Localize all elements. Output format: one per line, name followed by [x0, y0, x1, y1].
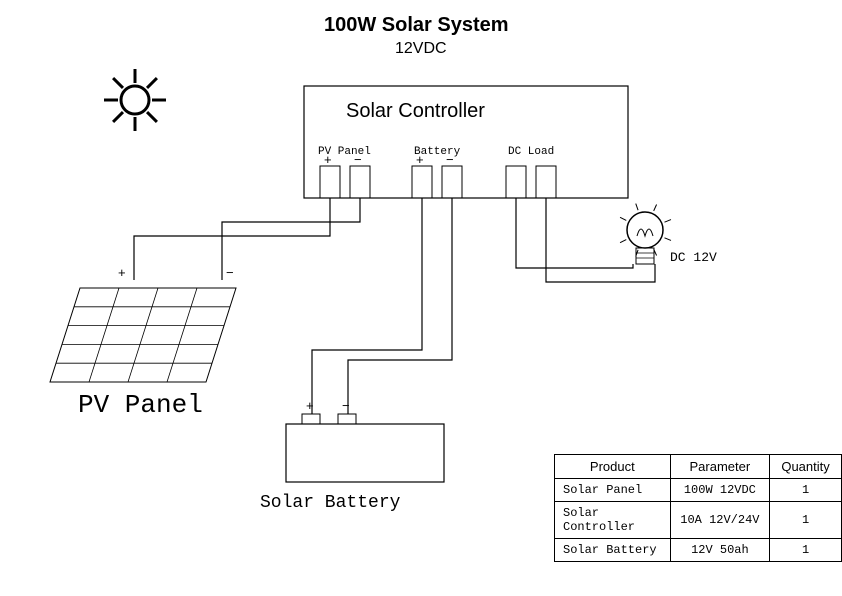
- spec-table: ProductParameterQuantitySolar Panel100W …: [554, 454, 842, 562]
- table-row: Solar Panel100W 12VDC1: [555, 479, 842, 502]
- port-group-label: DC Load: [508, 146, 554, 158]
- table-cell: 1: [770, 502, 842, 539]
- solar-controller-label: Solar Controller: [346, 100, 485, 123]
- battery-terminal-sign: −: [342, 398, 350, 413]
- table-row: Solar Battery12V 50ah1: [555, 539, 842, 562]
- table-cell: Solar Battery: [555, 539, 671, 562]
- solar-battery-label: Solar Battery: [260, 493, 400, 513]
- pv-positive-sign: +: [118, 265, 126, 280]
- table-row: Solar Controller10A 12V/24V1: [555, 502, 842, 539]
- table-cell: 10A 12V/24V: [670, 502, 770, 539]
- terminal-sign: −: [446, 152, 454, 167]
- table-header: Product: [555, 455, 671, 479]
- battery-terminal-sign: +: [306, 398, 314, 413]
- terminal-sign: +: [416, 152, 424, 167]
- table-header: Quantity: [770, 455, 842, 479]
- table-cell: 1: [770, 479, 842, 502]
- pv-panel-label: PV Panel: [78, 390, 203, 420]
- terminal-sign: −: [354, 152, 362, 167]
- table-cell: 1: [770, 539, 842, 562]
- table-cell: Solar Panel: [555, 479, 671, 502]
- table-cell: 100W 12VDC: [670, 479, 770, 502]
- table-header: Parameter: [670, 455, 770, 479]
- dc-load-label: DC 12V: [670, 250, 717, 265]
- pv-negative-sign: −: [226, 265, 234, 280]
- terminal-sign: +: [324, 152, 332, 167]
- table-cell: Solar Controller: [555, 502, 671, 539]
- table-cell: 12V 50ah: [670, 539, 770, 562]
